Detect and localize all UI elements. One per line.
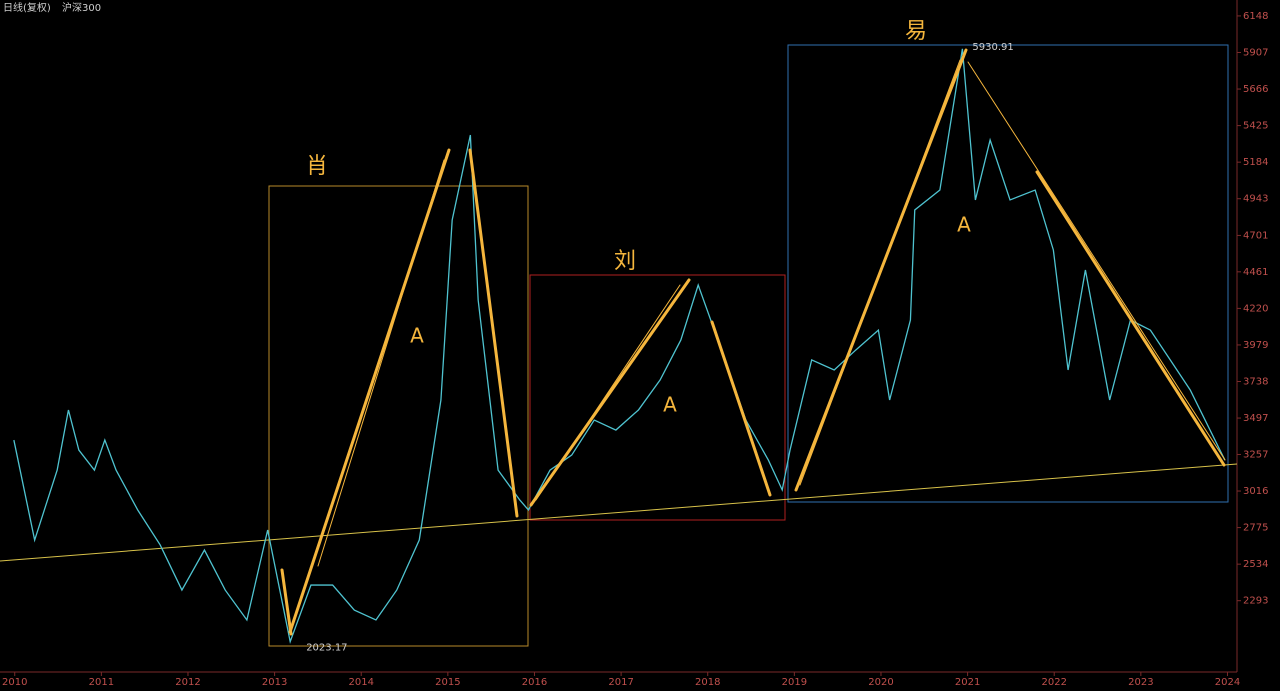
arrows	[280, 48, 1226, 636]
y-tick-label: 3257	[1243, 449, 1268, 460]
chart-subtitle: 日线(复权)	[3, 1, 51, 14]
y-tick-label: 4220	[1243, 303, 1268, 314]
trend-line	[0, 463, 1238, 562]
period-box	[787, 44, 1229, 503]
x-tick-label: 2013	[262, 677, 287, 688]
y-tick-label: 5425	[1243, 121, 1268, 132]
low-label: 2023.17	[306, 643, 347, 654]
x-tick-label: 2023	[1128, 677, 1153, 688]
x-tick-label: 2015	[435, 677, 460, 688]
wave-label: A	[957, 213, 971, 237]
x-tick-label: 2024	[1215, 677, 1240, 688]
y-tick-label: 4701	[1243, 230, 1268, 241]
y-tick-label: 4461	[1243, 267, 1268, 278]
x-tick-label: 2022	[1041, 677, 1066, 688]
x-tick-label: 2012	[175, 677, 200, 688]
plot	[13, 48, 1226, 645]
x-tick-label: 2010	[2, 677, 27, 688]
period-box	[529, 274, 786, 521]
y-tick-label: 6148	[1243, 11, 1268, 22]
chart-title: 沪深300	[62, 1, 101, 14]
x-tick-label: 2020	[868, 677, 893, 688]
y-tick-label: 5184	[1243, 157, 1268, 168]
period-name: 肖	[306, 154, 328, 179]
y-tick-label: 3979	[1243, 340, 1268, 351]
y-tick-label: 3497	[1243, 413, 1268, 424]
high-label: 5930.91	[972, 42, 1013, 53]
x-tick-label: 2017	[608, 677, 633, 688]
period-name: 刘	[614, 249, 636, 274]
y-tick-label: 2534	[1243, 559, 1268, 570]
x-tick-label: 2021	[955, 677, 980, 688]
y-tick-label: 2293	[1243, 596, 1268, 607]
x-tick-label: 2016	[522, 677, 547, 688]
y-tick-label: 5666	[1243, 84, 1268, 95]
y-tick-label: 3738	[1243, 377, 1268, 388]
wave-label: A	[410, 324, 424, 348]
y-tick-label: 3016	[1243, 486, 1268, 497]
period-name: 易	[905, 19, 927, 44]
x-tick-label: 2019	[782, 677, 807, 688]
y-tick-label: 4943	[1243, 194, 1268, 205]
price-line	[13, 48, 1226, 645]
wave-label: A	[663, 393, 677, 417]
y-tick-label: 2775	[1243, 523, 1268, 534]
x-tick-label: 2014	[348, 677, 373, 688]
period-box	[268, 185, 529, 647]
y-tick-label: 5907	[1243, 47, 1268, 58]
x-tick-label: 2011	[89, 677, 114, 688]
x-tick-label: 2018	[695, 677, 720, 688]
